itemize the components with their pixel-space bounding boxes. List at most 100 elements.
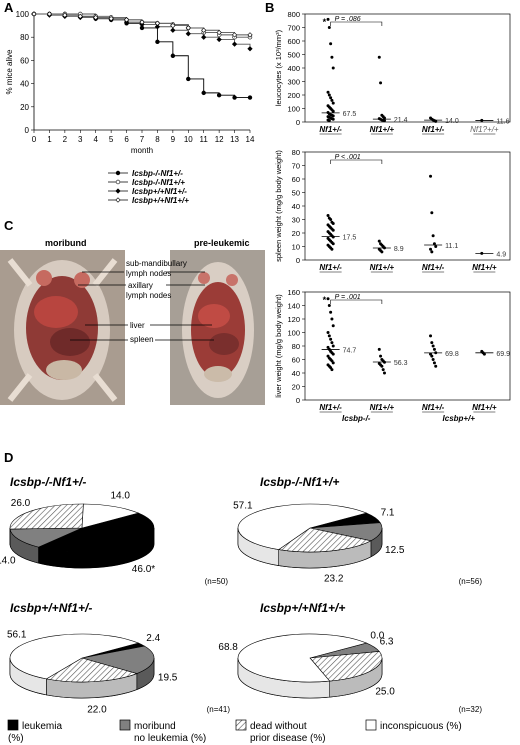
- data-point: [326, 17, 330, 21]
- data-point: [327, 304, 331, 307]
- legend-text: prior disease (%): [250, 733, 326, 744]
- pie-value-label: 46.0*: [132, 564, 155, 575]
- liver-weight-chart: 0 20 40 60 80 100 120 140 160 liver weight (mg/g …: [274, 288, 511, 423]
- median-label: 69.8: [445, 351, 459, 358]
- data-point: [329, 96, 333, 100]
- data-point: [46, 11, 53, 17]
- pie-value-label: 26.0: [11, 498, 31, 509]
- significance-text: P = .001: [335, 294, 361, 301]
- median-label: 74.7: [343, 348, 357, 355]
- significance-text: P = .086: [335, 16, 361, 23]
- y-tick-label: 10: [292, 243, 300, 252]
- y-tick-label: 400: [287, 64, 300, 73]
- category-label: Nf1+/-: [422, 125, 445, 134]
- data-point: [247, 46, 253, 52]
- y-axis-label: leucocytes (x 10³/mm³): [274, 29, 283, 106]
- significance-star: *: [323, 17, 327, 27]
- data-point: [429, 247, 433, 251]
- data-point: [431, 358, 435, 361]
- survival-legend: Icsbp-/-Nf1+/-Icsbp-/-Nf1+/+Icsbp+/+Nf1+…: [108, 169, 189, 205]
- moribund-mouse-illustration: [0, 250, 125, 405]
- data-point: [331, 66, 335, 70]
- significance-bracket: [330, 21, 383, 26]
- data-point: [201, 90, 206, 96]
- significance-bracket: [330, 299, 383, 304]
- pie-value-label: 19.5: [158, 672, 178, 683]
- data-point: [430, 211, 434, 215]
- median-label: 17.5: [343, 234, 357, 241]
- spleen-weight-chart: 0 10 20 30 40 50 60 70 80 spleen weight (mg/g bod…: [274, 148, 511, 273]
- data-point: [93, 14, 99, 21]
- pie-slice: [309, 522, 383, 542]
- legend-marker: [115, 197, 121, 203]
- pie-title: Icsbp+/+Nf1+/-: [10, 601, 92, 615]
- significance-bracket: [330, 159, 383, 164]
- category-label: Nf1+/+: [370, 263, 395, 272]
- pie-value-label: 14.0: [110, 491, 130, 502]
- legend-label: Icsbp-/-Nf1+/-: [132, 169, 183, 178]
- panel-label-a: A: [4, 0, 14, 15]
- y-tick-label: 100: [287, 329, 300, 338]
- y-tick-label: 0: [296, 256, 300, 265]
- outcome-pies: Icsbp-/-Nf1+/-(n=50)46.0*14.026.014.0Ics…: [0, 475, 482, 715]
- preleukemic-mouse-illustration: [170, 250, 265, 405]
- x-tick-label: 7: [140, 135, 145, 144]
- category-label: Nf1+/-: [422, 403, 445, 412]
- category-label: Nf1?+/+: [470, 125, 499, 134]
- data-point: [331, 344, 335, 348]
- data-point: [139, 19, 145, 25]
- data-point: [432, 347, 436, 351]
- data-point: [170, 27, 176, 33]
- y-tick-label: 600: [287, 37, 300, 46]
- data-point: [330, 247, 334, 251]
- median-label: 67.5: [343, 111, 357, 118]
- category-label: Nf1+/-: [319, 125, 342, 134]
- x-tick-label: 10: [184, 135, 193, 144]
- x-tick-label: 14: [246, 135, 255, 144]
- data-point: [380, 250, 384, 254]
- panel-label-c: C: [4, 218, 14, 233]
- data-point: [232, 95, 237, 100]
- data-point: [170, 53, 176, 58]
- data-point: [108, 16, 114, 22]
- significance-star: *: [323, 295, 327, 305]
- data-point: [216, 29, 222, 36]
- pie-n: (n=56): [459, 577, 483, 586]
- data-point: [247, 95, 253, 100]
- pie-slice: [81, 645, 155, 674]
- pie-value-label: 7.1: [381, 507, 395, 518]
- pie-value-label: 25.0: [375, 687, 395, 698]
- data-point: [330, 368, 334, 372]
- legend-marker: [115, 179, 121, 185]
- y-tick-label: 20: [292, 229, 300, 238]
- pie-3: Icsbp+/+Nf1+/+ (n=32) 0.06.3 25.0 68.8: [218, 601, 482, 714]
- pie-value-label: 68.8: [218, 642, 238, 653]
- y-tick-label: 80: [292, 342, 300, 351]
- pie-value-label: 23.2: [324, 574, 344, 585]
- plot-frame: [304, 13, 511, 123]
- data-point: [331, 101, 335, 105]
- x-tick-label: 12: [215, 135, 224, 144]
- pie-value-label: 2.4: [146, 633, 160, 644]
- y-tick-label: 160: [287, 288, 300, 297]
- data-point: [327, 334, 331, 338]
- data-point: [329, 337, 333, 341]
- photo-right-title: pre-leukemic: [194, 238, 250, 248]
- y-axis-label: spleen weight (mg/g body weight): [274, 150, 283, 262]
- photo-preleukemic-mouse: [170, 250, 265, 405]
- legend-swatch: [7, 719, 19, 731]
- data-point: [434, 245, 438, 248]
- plot-frame: [304, 151, 511, 261]
- data-point: [379, 81, 383, 85]
- data-point: [382, 371, 386, 375]
- data-point: [380, 364, 384, 368]
- y-tick-label: 30: [292, 216, 300, 225]
- data-point: [377, 347, 381, 351]
- median-label: 11.1: [445, 243, 458, 250]
- data-point: [326, 331, 330, 334]
- data-point: [430, 341, 434, 345]
- x-tick-label: 4: [93, 135, 98, 144]
- pie-slice: [37, 512, 155, 553]
